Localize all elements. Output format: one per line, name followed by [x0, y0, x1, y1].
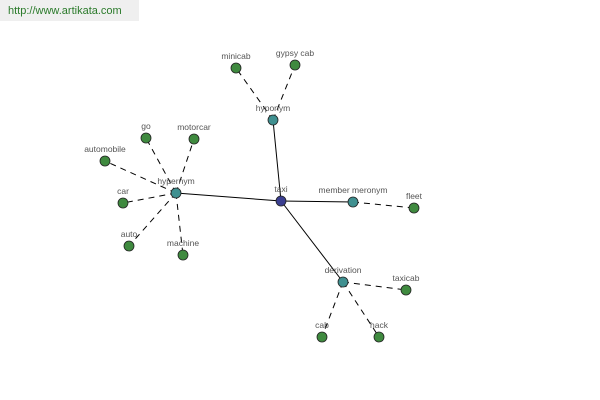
- edge-hypernym-motorcar: [175, 138, 195, 194]
- edge-taxi-derivation: [280, 200, 344, 283]
- edge-taxi-hypernym: [175, 192, 282, 202]
- node-machine[interactable]: [177, 249, 189, 261]
- edge-hypernym-auto: [128, 192, 177, 247]
- node-label-member: member meronym: [319, 185, 388, 195]
- node-gypsycab[interactable]: [289, 59, 301, 71]
- node-label-auto: auto: [121, 229, 138, 239]
- node-taxi[interactable]: [275, 195, 287, 207]
- node-auto[interactable]: [123, 240, 135, 252]
- edge-derivation-cab: [321, 281, 344, 338]
- node-go[interactable]: [140, 132, 152, 144]
- edge-hypernym-car: [122, 192, 177, 204]
- node-label-motorcar: motorcar: [177, 122, 211, 132]
- edge-taxi-member: [280, 200, 354, 203]
- node-label-automobile: automobile: [84, 144, 126, 154]
- node-label-machine: machine: [167, 238, 199, 248]
- node-hack[interactable]: [373, 331, 385, 343]
- node-label-taxi: taxi: [274, 184, 287, 194]
- node-cab[interactable]: [316, 331, 328, 343]
- node-taxicab[interactable]: [400, 284, 412, 296]
- node-derivation[interactable]: [337, 276, 349, 288]
- edge-hypernym-automobile: [104, 160, 177, 194]
- node-motorcar[interactable]: [188, 133, 200, 145]
- edge-taxi-hyponym: [272, 119, 282, 202]
- node-hypernym[interactable]: [170, 187, 182, 199]
- node-label-fleet: fleet: [406, 191, 423, 201]
- edge-member-fleet: [352, 201, 415, 209]
- edge-derivation-taxicab: [342, 281, 407, 291]
- node-label-cab: cab: [315, 320, 329, 330]
- node-label-taxicab: taxicab: [393, 273, 420, 283]
- node-label-go: go: [141, 121, 151, 131]
- node-label-derivation: derivation: [325, 265, 362, 275]
- node-minicab[interactable]: [230, 62, 242, 74]
- site-banner: http://www.artikata.com: [0, 0, 139, 21]
- node-label-hyponym: hyponym: [256, 103, 291, 113]
- node-label-car: car: [117, 186, 129, 196]
- node-member[interactable]: [347, 196, 359, 208]
- node-label-hypernym: hypernym: [157, 176, 194, 186]
- node-label-hack: hack: [370, 320, 389, 330]
- edge-hyponym-gypsycab: [272, 64, 296, 121]
- node-hyponym[interactable]: [267, 114, 279, 126]
- node-label-minicab: minicab: [221, 51, 251, 61]
- node-car[interactable]: [117, 197, 129, 209]
- node-automobile[interactable]: [99, 155, 111, 167]
- node-fleet[interactable]: [408, 202, 420, 214]
- site-url[interactable]: http://www.artikata.com: [8, 5, 122, 17]
- node-label-gypsycab: gypsy cab: [276, 48, 315, 58]
